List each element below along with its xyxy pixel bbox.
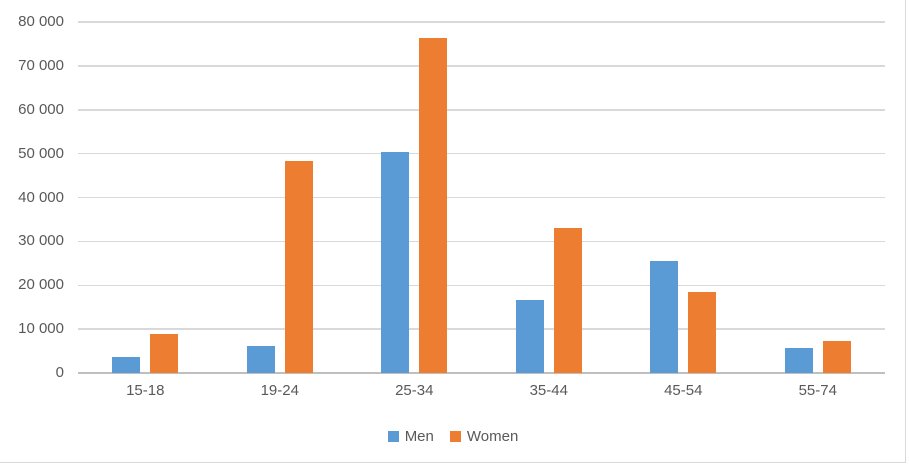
legend-label-men: Men [404, 428, 434, 445]
bar-men-19-24 [246, 345, 275, 373]
x-tick-label: 15-18 [126, 382, 165, 399]
legend-swatch-men-icon [387, 431, 399, 442]
x-tick-label: 19-24 [260, 382, 299, 399]
bar-men-15-18 [112, 356, 141, 373]
gridline [78, 109, 885, 111]
gridline [78, 284, 885, 286]
y-tick-label: 60 000 [18, 100, 64, 118]
bar-men-45-54 [650, 261, 679, 373]
legend-label-women: Women [466, 428, 519, 445]
y-tick-label: 20 000 [18, 276, 64, 294]
bar-group-45-54 [616, 22, 751, 373]
y-tick-label: 70 000 [18, 56, 64, 74]
gridline [78, 196, 885, 199]
bar-women-19-24 [284, 161, 313, 373]
bar-women-15-18 [150, 334, 179, 373]
bar-men-55-74 [784, 347, 813, 373]
bar-group-35-44 [482, 22, 617, 373]
legend-swatch-women-icon [449, 431, 461, 442]
y-tick-label: 50 000 [18, 144, 64, 162]
legend: Men Women [0, 428, 906, 445]
y-axis: 0 10 000 20 000 30 000 40 000 50 000 60 000 70 … [0, 13, 64, 381]
legend-item-women: Women [449, 428, 519, 445]
bar-men-35-44 [515, 300, 544, 373]
y-tick-label: 30 000 [18, 232, 64, 250]
bars-row [78, 22, 885, 373]
bar-women-45-54 [688, 291, 717, 373]
plot-area [78, 21, 885, 374]
bar-group-15-18 [78, 22, 213, 373]
gridline [78, 65, 885, 67]
bar-women-35-44 [553, 228, 582, 373]
bar-men-25-34 [381, 152, 410, 373]
y-tick-label: 80 000 [18, 13, 64, 30]
legend-item-men: Men [387, 428, 434, 445]
gridline [78, 240, 885, 243]
gridline [78, 21, 885, 23]
x-axis: 15-18 19-24 25-34 35-44 45-54 55-74 [78, 382, 885, 399]
gridline [78, 328, 885, 330]
x-tick-label: 25-34 [395, 382, 434, 399]
y-tick-label: 40 000 [18, 188, 64, 206]
bar-women-55-74 [822, 340, 851, 373]
bar-women-25-34 [419, 37, 448, 373]
bar-group-19-24 [213, 22, 348, 373]
gridline [78, 152, 885, 155]
x-tick-label: 35-44 [529, 382, 568, 399]
bar-group-55-74 [751, 22, 886, 373]
y-tick-label: 0 [55, 364, 64, 381]
bar-group-25-34 [347, 22, 482, 373]
y-tick-label: 10 000 [18, 320, 64, 338]
x-axis-line [78, 372, 885, 374]
x-tick-label: 55-74 [798, 382, 837, 399]
x-tick-label: 45-54 [664, 382, 703, 399]
